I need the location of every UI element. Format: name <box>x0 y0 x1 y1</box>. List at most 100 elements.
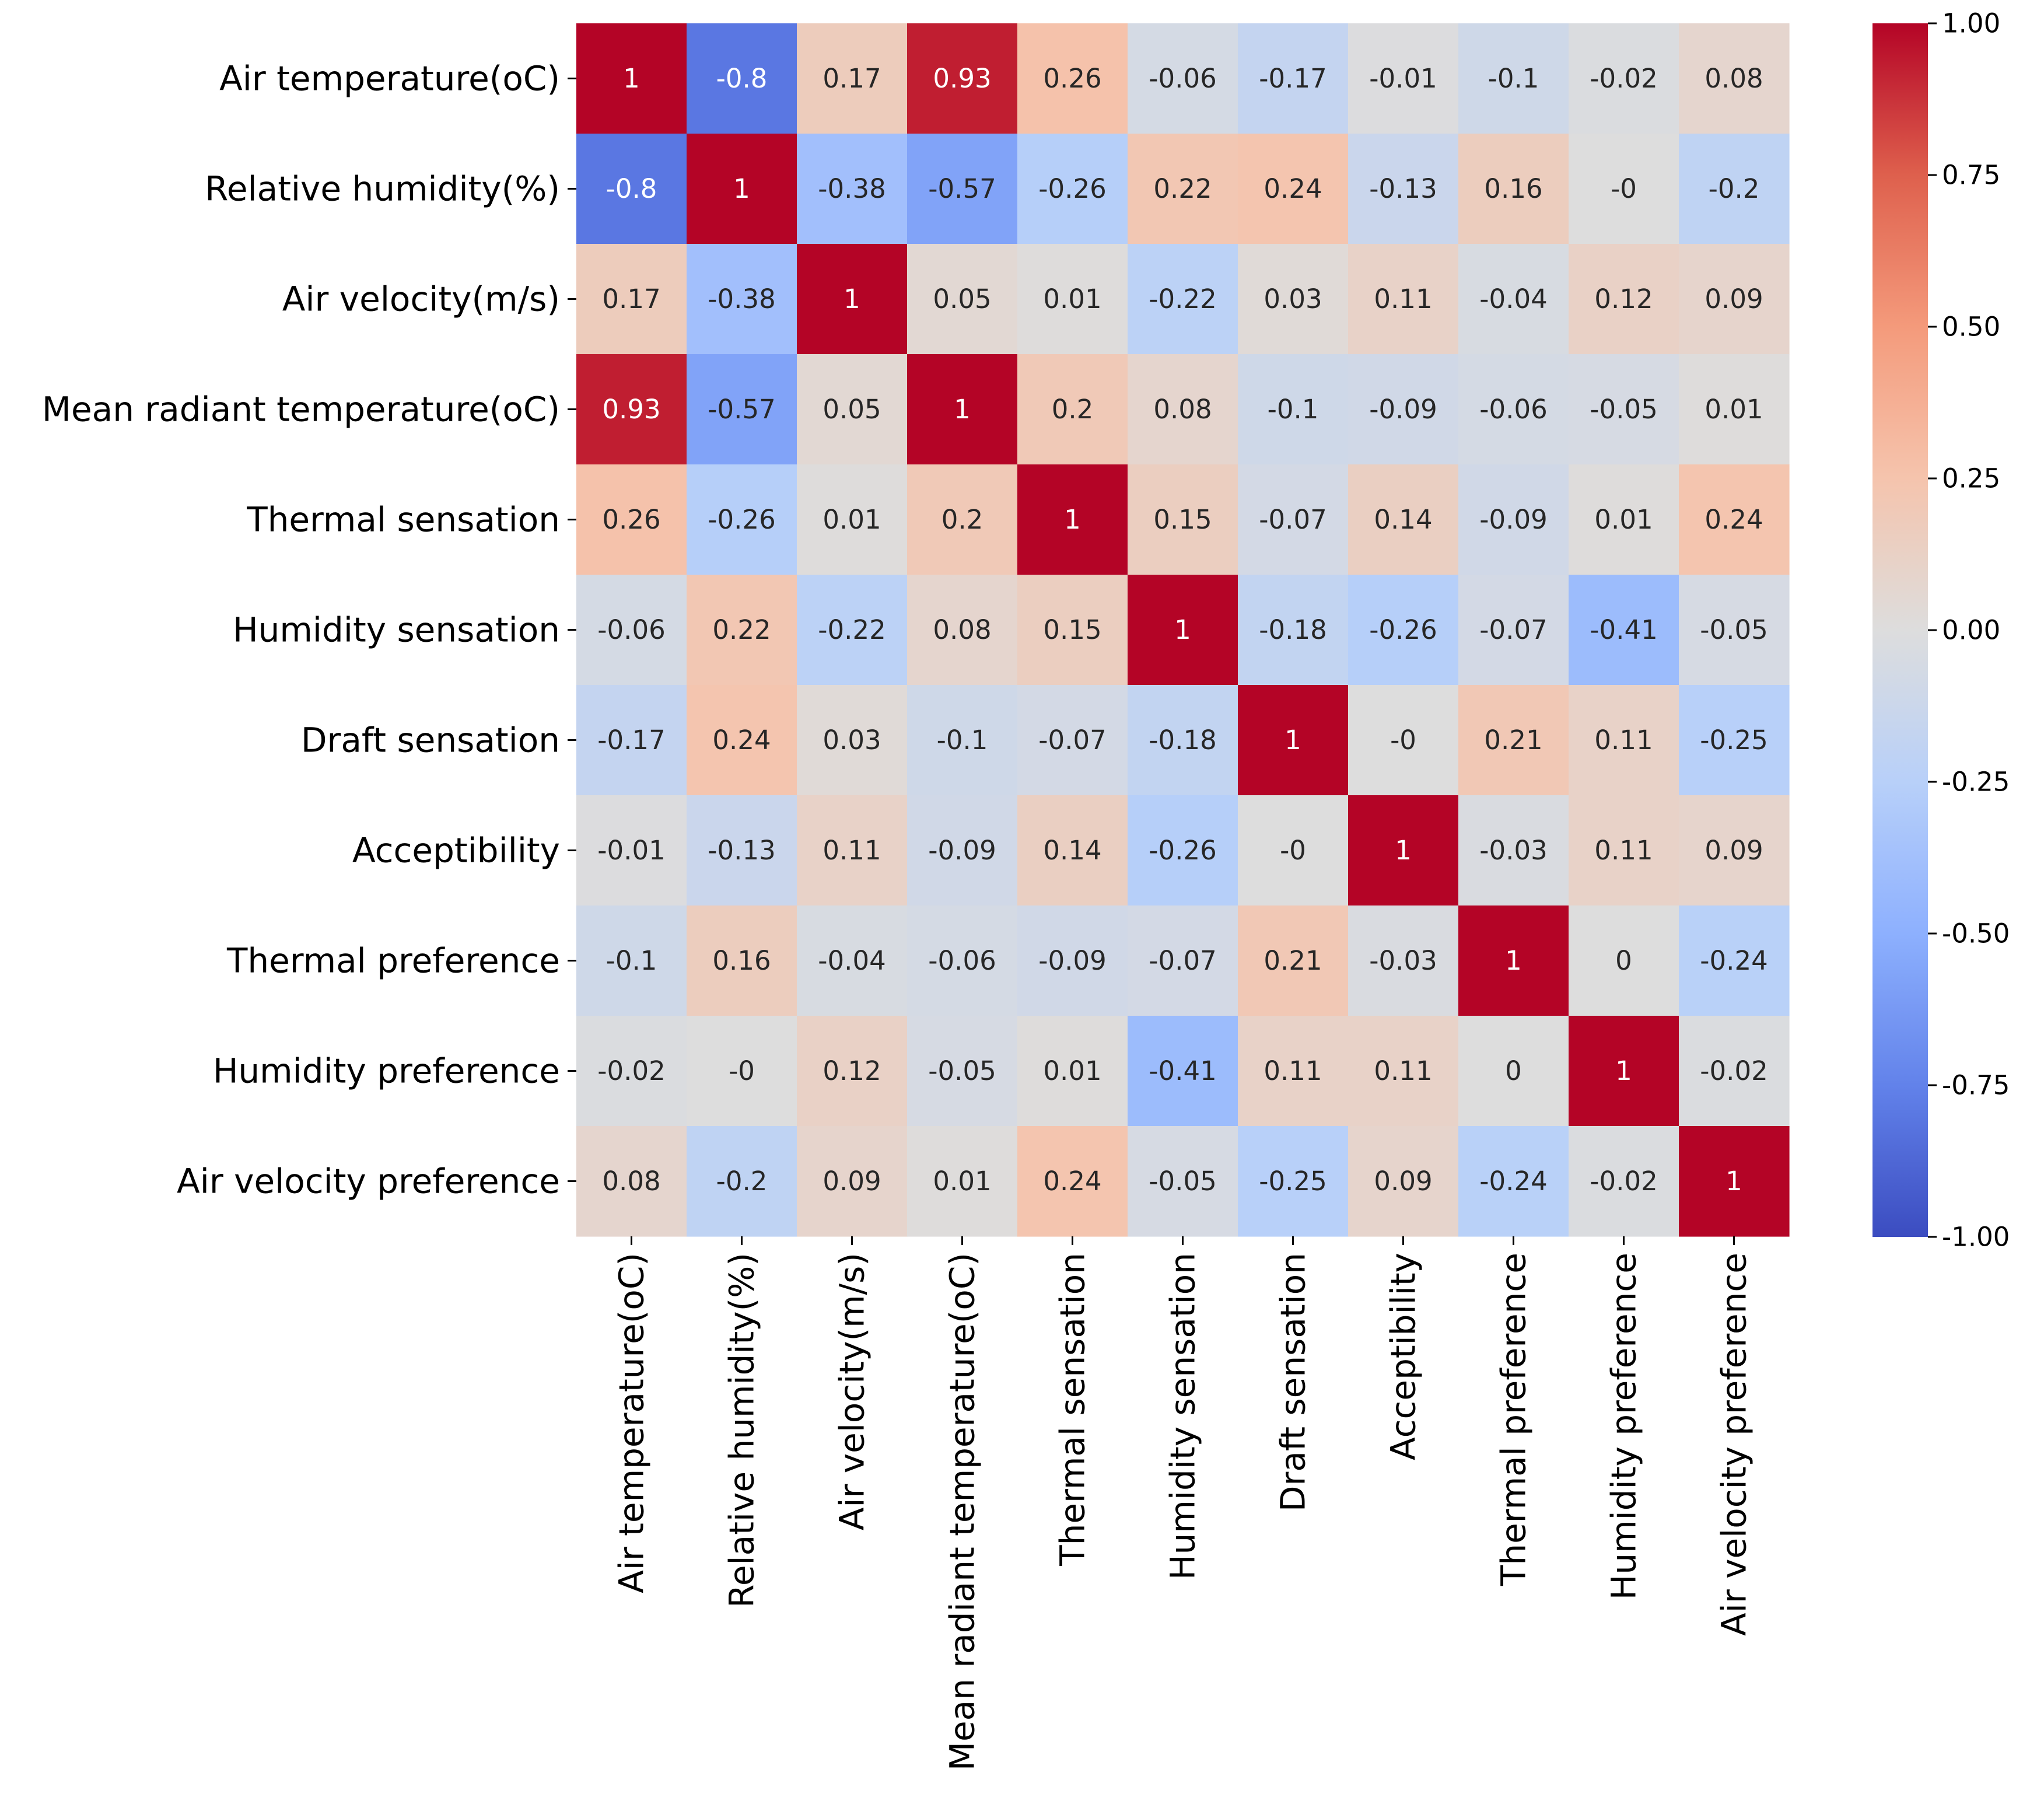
cell-value-label: 0.08 <box>1153 394 1212 425</box>
heatmap-cell <box>687 905 797 1016</box>
cell-value-label: 0.09 <box>1374 1166 1432 1197</box>
heatmap-cell <box>907 575 1018 686</box>
cell-value-label: 1 <box>1615 1055 1632 1086</box>
heatmap-cell <box>797 575 908 686</box>
heatmap-cell <box>1569 134 1679 244</box>
cell-value-label: -0.06 <box>1149 63 1216 94</box>
cell-value-label: -0.04 <box>818 945 886 976</box>
cell-value-label: -0.38 <box>708 284 775 314</box>
cell-value-label: -0.18 <box>1259 614 1326 645</box>
heatmap-cell <box>797 244 908 355</box>
heatmap-cell <box>576 354 687 465</box>
cell-value-label: 0.26 <box>1043 63 1101 94</box>
cell-value-label: 0.01 <box>933 1166 991 1197</box>
colorbar-tick-label: 0.75 <box>1942 160 2000 191</box>
colorbar-tick-label: -1.00 <box>1942 1222 2010 1253</box>
heatmap-cell <box>797 795 908 906</box>
cell-value-label: -0.07 <box>1149 945 1216 976</box>
cell-value-label: -0.01 <box>597 835 665 866</box>
heatmap-cell <box>1458 575 1569 686</box>
heatmap-cell <box>907 134 1018 244</box>
heatmap-cell <box>1128 354 1238 465</box>
cell-value-label: 0.17 <box>602 284 660 314</box>
heatmap-cell <box>797 464 908 575</box>
cell-value-label: -0.06 <box>928 945 996 976</box>
heatmap-cell <box>687 134 797 244</box>
x-axis-tick-label: Air velocity(m/s) <box>832 1253 872 1530</box>
heatmap-cell <box>687 685 797 796</box>
heatmap-cell <box>907 354 1018 465</box>
cell-value-label: -0.09 <box>1479 504 1547 535</box>
heatmap-cell <box>687 244 797 355</box>
heatmap-cell <box>1238 795 1349 906</box>
cell-value-label: -0.22 <box>1149 284 1216 314</box>
heatmap-cell <box>1017 23 1128 134</box>
cell-value-label: 0.22 <box>1153 173 1212 204</box>
cell-value-label: 0.93 <box>933 63 991 94</box>
cell-value-label: -0.07 <box>1038 725 1106 756</box>
y-axis-tick-label: Air temperature(oC) <box>219 59 560 99</box>
heatmap-cell <box>1569 464 1679 575</box>
heatmap-cell <box>907 244 1018 355</box>
cell-value-label: -0.05 <box>1700 614 1768 645</box>
cell-value-label: 1 <box>1174 614 1191 645</box>
cell-value-label: 1 <box>844 284 860 314</box>
y-axis-tick-labels: Air temperature(oC) Relative humidity(%) A… <box>42 59 576 1201</box>
cell-value-label: -0 <box>729 1055 755 1086</box>
heatmap-cell <box>1458 1016 1569 1127</box>
heatmap-cell <box>1348 464 1459 575</box>
y-axis-tick-label: Humidity preference <box>213 1051 560 1091</box>
cell-value-label: 0.15 <box>1043 614 1101 645</box>
cell-value-label: -0.02 <box>1590 63 1657 94</box>
cell-value-label: 0.24 <box>1264 173 1322 204</box>
cell-value-label: -0.1 <box>1488 63 1539 94</box>
y-axis-tick-label: Humidity sensation <box>233 610 560 650</box>
cell-value-label: -0.41 <box>1590 614 1657 645</box>
heatmap-cell <box>576 464 687 575</box>
cell-value-label: -0.8 <box>716 63 768 94</box>
x-axis-tick-label: Humidity preference <box>1604 1253 1644 1600</box>
x-axis-tick-label: Mean radiant temperature(oC) <box>943 1253 982 1771</box>
heatmap-cell <box>797 905 908 1016</box>
cell-value-label: 0.11 <box>822 835 881 866</box>
cell-value-label: -0.02 <box>597 1055 665 1086</box>
cell-value-label: -0.07 <box>1259 504 1326 535</box>
heatmap-cell <box>1017 905 1128 1016</box>
heatmap-cell <box>1238 685 1349 796</box>
heatmap-cell <box>1128 464 1238 575</box>
y-axis-tick-label: Thermal sensation <box>246 500 560 540</box>
cell-value-label: 1 <box>623 63 640 94</box>
heatmap-cell <box>1238 905 1349 1016</box>
cell-value-label: -0.09 <box>928 835 996 866</box>
cell-value-label: -0.1 <box>1268 394 1319 425</box>
cell-value-label: -0 <box>1611 173 1637 204</box>
y-axis-tick-label: Air velocity(m/s) <box>282 279 560 319</box>
cell-value-label: -0.09 <box>1038 945 1106 976</box>
cell-value-label: 1 <box>1395 835 1412 866</box>
cell-value-label: -0.05 <box>1149 1166 1216 1197</box>
cell-value-label: -0.03 <box>1479 835 1547 866</box>
heatmap-cell <box>797 134 908 244</box>
heatmap-cell <box>1679 134 1790 244</box>
heatmap-cell <box>797 23 908 134</box>
cell-value-label: 0.17 <box>822 63 881 94</box>
heatmap-cell <box>1458 23 1569 134</box>
heatmap-cell <box>1348 134 1459 244</box>
cell-value-label: -0.24 <box>1700 945 1768 976</box>
heatmap-cell <box>1238 134 1349 244</box>
heatmap-cell <box>1458 795 1569 906</box>
heatmap-cell <box>1238 464 1349 575</box>
heatmap-cell <box>1458 905 1569 1016</box>
cell-value-label: -0.38 <box>818 173 886 204</box>
cell-value-label: 0.09 <box>822 1166 881 1197</box>
cell-value-label: 0.08 <box>1704 63 1763 94</box>
heatmap-cell <box>1017 1126 1128 1237</box>
cell-value-label: 0.16 <box>712 945 771 976</box>
heatmap-cell <box>687 23 797 134</box>
heatmap-cell <box>907 23 1018 134</box>
cell-value-label: 0.12 <box>822 1055 881 1086</box>
y-axis-tick-label: Relative humidity(%) <box>205 169 560 209</box>
cell-value-label: 0 <box>1505 1055 1522 1086</box>
heatmap-cell <box>907 685 1018 796</box>
cell-value-label: 0.03 <box>822 725 881 756</box>
